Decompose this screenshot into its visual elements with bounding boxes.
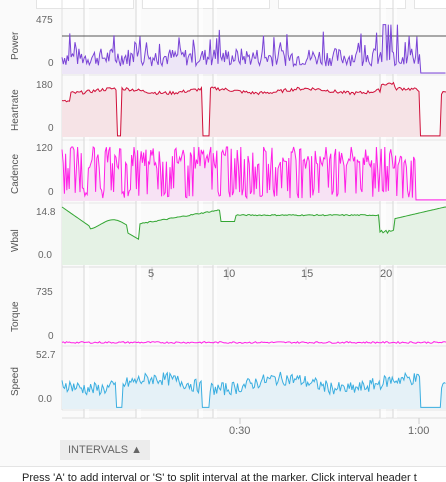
power-area	[62, 24, 446, 75]
interval-marker	[393, 0, 397, 418]
power-axis-label: Power	[10, 31, 21, 60]
torque-min-tick: 0	[48, 331, 54, 342]
speed-min-tick: 0.0	[38, 394, 52, 405]
speed-max-tick: 52.7	[36, 350, 56, 361]
distance-tick: 10	[223, 268, 236, 280]
wbal-area	[62, 207, 446, 265]
wbal-min-tick: 0.0	[38, 250, 52, 261]
power-line	[61, 24, 446, 74]
heartrate-min-tick: 0	[48, 123, 54, 134]
top-card	[414, 0, 446, 9]
interval-marker	[380, 0, 386, 418]
interval-marker	[136, 0, 141, 418]
heartrate-max-tick: 180	[36, 80, 53, 91]
speed-line	[61, 371, 446, 408]
wbal-axis-label: Wbal	[10, 229, 21, 252]
distance-tick: 15	[301, 268, 314, 280]
interval-marker	[213, 0, 217, 418]
torque-max-tick: 735	[36, 287, 53, 298]
torque-axis-label: Torque	[10, 301, 21, 332]
heartrate-line	[61, 81, 446, 137]
heartrate-area	[62, 82, 446, 137]
help-text: Press 'A' to add interval or 'S' to spli…	[0, 466, 446, 482]
cadence-axis-label: Cadence	[10, 153, 21, 194]
time-tick: 1:00	[408, 425, 430, 437]
distance-tick: 5	[148, 268, 155, 280]
cadence-min-tick: 0	[48, 187, 54, 198]
interval-marker	[198, 0, 203, 418]
intervals-toggle-button[interactable]: INTERVALS ▲	[60, 440, 151, 460]
torque-line	[61, 340, 446, 344]
speed-area	[62, 372, 446, 409]
power-min-tick: 0	[48, 58, 54, 69]
wbal-max-tick: 14.8	[36, 207, 56, 218]
cadence-line	[61, 145, 446, 201]
wbal-line	[61, 206, 446, 241]
top-card	[278, 0, 406, 9]
interval-marker	[84, 0, 89, 418]
top-card	[142, 0, 270, 9]
power-max-tick: 475	[36, 15, 53, 26]
cadence-max-tick: 120	[36, 143, 53, 154]
speed-axis-label: Speed	[10, 367, 21, 396]
heartrate-axis-label: Heartrate	[10, 89, 21, 131]
time-tick: 0:30	[229, 425, 251, 437]
distance-tick: 20	[380, 268, 393, 280]
